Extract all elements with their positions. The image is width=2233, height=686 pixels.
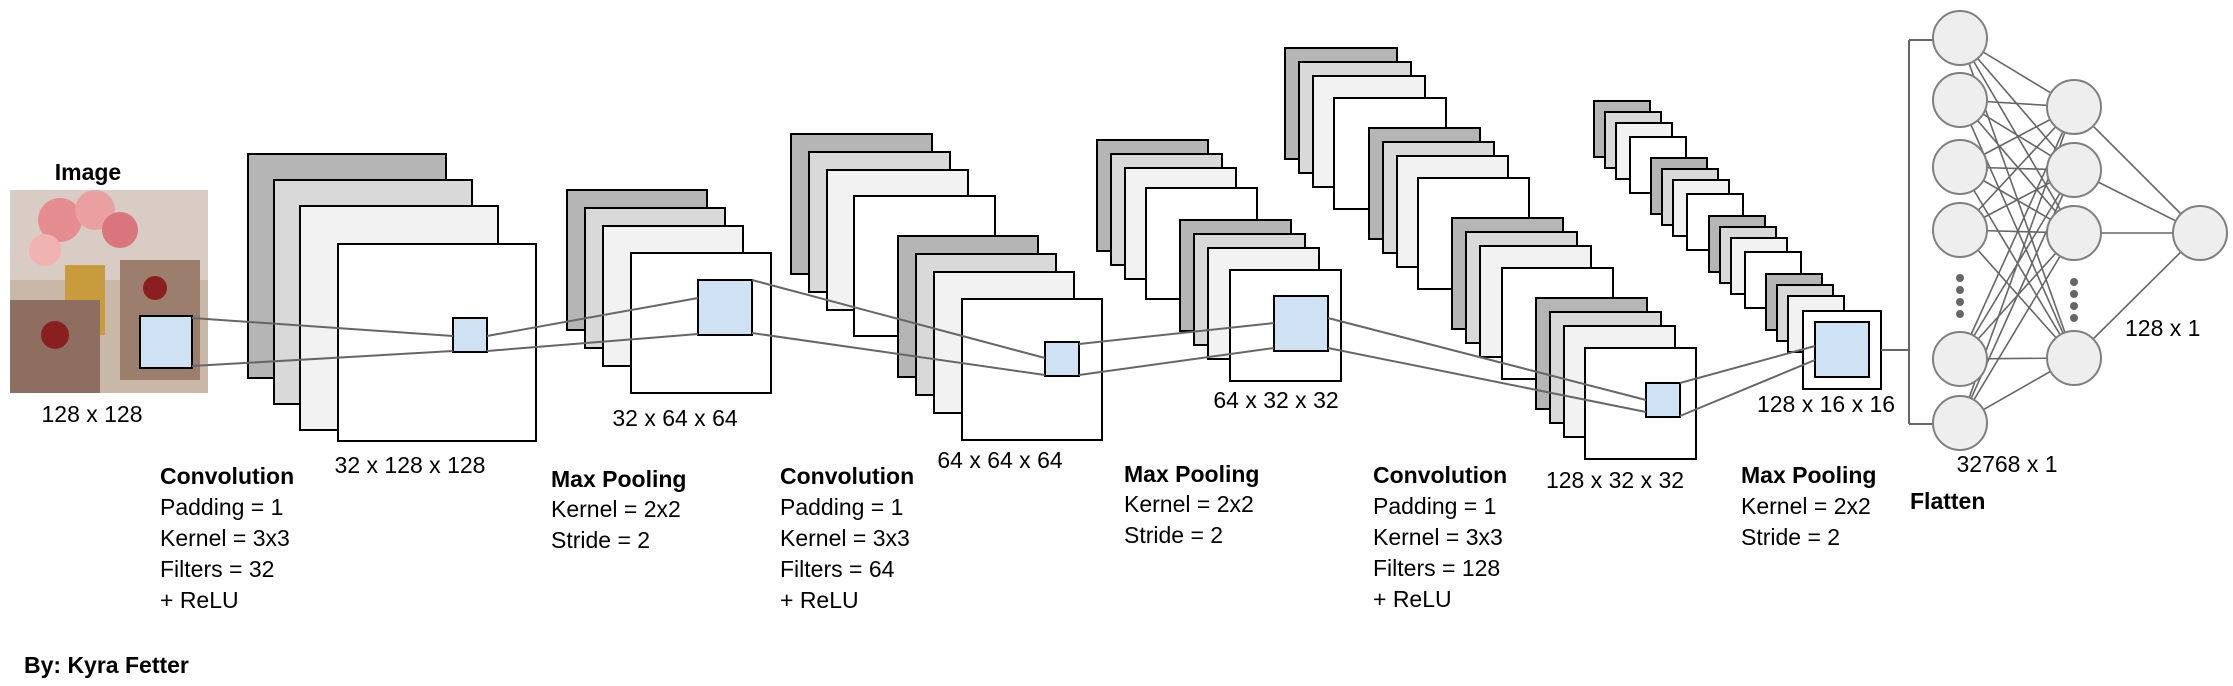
image-dimension: 128 x 128 — [41, 401, 142, 427]
author-credit: By: Kyra Fetter — [24, 652, 189, 678]
fc-connection — [1959, 229, 2075, 359]
fc-connection — [2073, 106, 2201, 234]
layer-param: Padding = 1 — [1373, 493, 1496, 519]
layer-desc-conv2: Convolution Padding = 1 Kernel = 3x3 Fil… — [780, 463, 914, 613]
feature-map-dim-5: 128 x 32 x 32 — [1546, 467, 1684, 493]
kernel-window-6 — [1814, 321, 1870, 378]
flatten-dimension: 32768 x 1 — [1956, 451, 2057, 477]
input-neuron — [1932, 139, 1988, 195]
kernel-window-1 — [452, 317, 488, 353]
hidden-neuron — [2046, 330, 2102, 386]
feature-map-dim-3: 64 x 64 x 64 — [937, 447, 1063, 473]
feature-map-dim-1: 32 x 128 x 128 — [335, 452, 486, 478]
layer-desc-pool1: Max Pooling Kernel = 2x2 Stride = 2 — [551, 466, 686, 553]
layer-param: Filters = 64 — [780, 556, 895, 582]
layer-title: Max Pooling — [1741, 462, 1876, 488]
fc-connection — [1959, 232, 2075, 424]
output-neuron — [2172, 205, 2228, 261]
fc-connection — [1959, 106, 2075, 360]
layer-param: Filters = 32 — [160, 556, 274, 582]
receptive-field-lines — [191, 279, 1816, 417]
input-neuron — [1932, 72, 1988, 128]
layer-desc-conv3: Convolution Padding = 1 Kernel = 3x3 Fil… — [1373, 462, 1507, 612]
fully-connected-nodes — [1932, 10, 2228, 451]
input-neuron — [1932, 331, 1988, 387]
kernel-window-4 — [1273, 295, 1329, 352]
ellipsis-dots-hidden — [2070, 278, 2078, 322]
layer-param: + ReLU — [160, 587, 239, 613]
feature-map-stack-4 — [1096, 139, 1342, 382]
layer-param: Kernel = 3x3 — [780, 525, 910, 551]
image-label: Image — [55, 159, 121, 185]
fc-connection — [2073, 232, 2201, 359]
layer-param: Padding = 1 — [160, 494, 283, 520]
hidden-neuron — [2046, 142, 2102, 198]
ellipsis-dots-input — [1956, 274, 1964, 318]
kernel-window-5 — [1645, 382, 1681, 418]
layer-desc-conv1: Convolution Padding = 1 Kernel = 3x3 Fil… — [160, 463, 294, 613]
layer-title: Max Pooling — [1124, 461, 1259, 487]
input-kernel-window — [139, 315, 193, 369]
output-dimension: 128 x 1 — [2125, 315, 2200, 341]
layer-param: Stride = 2 — [551, 527, 650, 553]
layer-param: Kernel = 2x2 — [1741, 493, 1871, 519]
flatten-label: Flatten — [1910, 488, 1985, 514]
layer-title: Max Pooling — [551, 466, 686, 492]
feature-map-stack-3 — [790, 133, 1103, 441]
layer-param: + ReLU — [1373, 586, 1452, 612]
fc-connection — [1959, 169, 2075, 424]
input-neuron — [1932, 202, 1988, 258]
layer-title: Convolution — [780, 463, 914, 489]
input-neuron — [1932, 395, 1988, 451]
hidden-neuron — [2046, 79, 2102, 135]
layer-param: Padding = 1 — [780, 494, 903, 520]
layer-desc-pool3: Max Pooling Kernel = 2x2 Stride = 2 — [1741, 462, 1876, 550]
layer-param: Kernel = 3x3 — [1373, 524, 1503, 550]
layer-param: Kernel = 3x3 — [160, 525, 290, 551]
layer-param: + ReLU — [780, 587, 859, 613]
input-neuron — [1932, 10, 1988, 66]
feature-map-dim-6: 128 x 16 x 16 — [1757, 391, 1895, 417]
fc-connection — [1959, 99, 2075, 359]
layer-desc-pool2: Max Pooling Kernel = 2x2 Stride = 2 — [1124, 461, 1259, 548]
hidden-neuron — [2046, 205, 2102, 261]
layer-param: Stride = 2 — [1124, 522, 1223, 548]
layer-param: Kernel = 2x2 — [1124, 491, 1254, 517]
layer-title: Convolution — [1373, 462, 1507, 488]
kernel-window-2 — [697, 279, 753, 336]
layer-param: Filters = 128 — [1373, 555, 1500, 581]
fc-connection — [1959, 166, 2075, 359]
feature-map-stack-5 — [1284, 47, 1697, 460]
feature-map-dim-4: 64 x 32 x 32 — [1213, 387, 1338, 413]
layer-param: Kernel = 2x2 — [551, 496, 681, 522]
flatten-bracket — [1881, 39, 1938, 425]
feature-map-dim-2: 32 x 64 x 64 — [612, 405, 738, 431]
layer-param: Stride = 2 — [1741, 524, 1840, 550]
layer-title: Convolution — [160, 463, 294, 489]
kernel-window-3 — [1044, 341, 1080, 377]
feature-map-stack-1 — [247, 153, 537, 442]
